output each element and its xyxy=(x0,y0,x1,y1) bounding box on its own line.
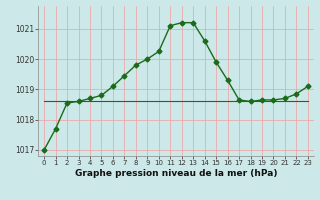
X-axis label: Graphe pression niveau de la mer (hPa): Graphe pression niveau de la mer (hPa) xyxy=(75,169,277,178)
